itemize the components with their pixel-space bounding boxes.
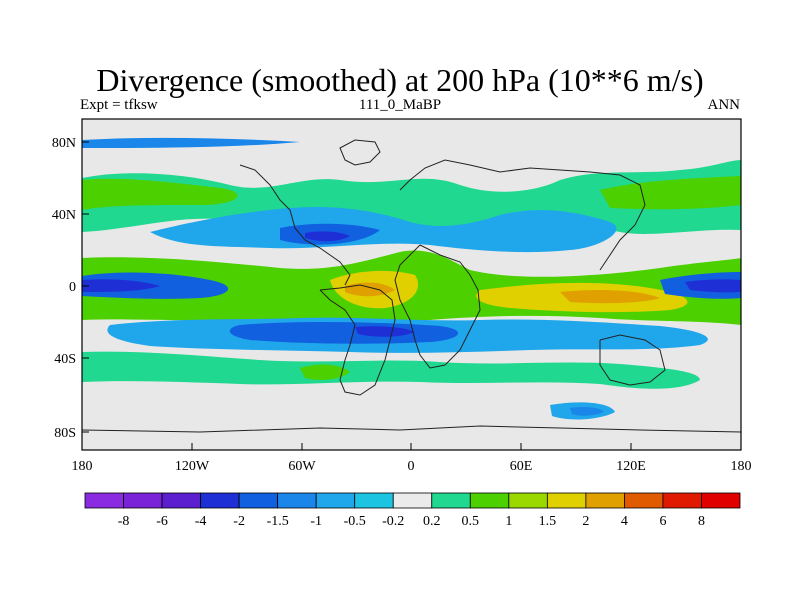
colorbar-swatch (701, 492, 741, 509)
colorbar-swatch (123, 492, 163, 509)
coastline-eurasia (399, 159, 646, 271)
map-title: Divergence (smoothed) at 200 hPa (10**6 … (96, 62, 704, 98)
divergence-core-indian-ocean (560, 290, 660, 304)
colorbar-swatch (508, 492, 548, 509)
lat-tick-label: 40S (54, 352, 76, 367)
colorbar-label: -0.5 (344, 514, 366, 529)
season-label: ANN (707, 97, 741, 113)
coastline-australia (599, 334, 666, 386)
colorbar-swatch (84, 492, 124, 509)
coastline-africa (394, 244, 481, 369)
colorbar-label: 1 (505, 514, 512, 529)
lon-tick-labels: 180 120W 60W 0 60E 120E 180 (72, 459, 752, 474)
experiment-label: Expt = tfksw (80, 97, 158, 113)
colorbar-label: 0.5 (462, 514, 480, 529)
colorbar-swatch (354, 492, 394, 509)
coastline-south-america (319, 284, 396, 396)
coastlines (82, 139, 741, 433)
colorbar-label: 0.2 (423, 514, 441, 529)
lon-tick-label: 60E (510, 459, 533, 474)
colorbar-label: -1.5 (267, 514, 289, 529)
colorbar-label: 8 (698, 514, 705, 529)
contour-fields (82, 137, 741, 420)
axis-ticks (81, 141, 742, 450)
colorbar-swatch (200, 492, 240, 509)
lat-tick-label: 80S (54, 426, 76, 441)
colorbar-swatch (431, 492, 471, 509)
lon-tick-label: 0 (408, 459, 415, 474)
sh-divergence-band (82, 351, 700, 389)
colorbar-swatch (624, 492, 664, 509)
colorbar-swatch (238, 492, 279, 509)
colorbar-swatch (662, 492, 702, 509)
lat-tick-label: 0 (69, 280, 76, 295)
time-label: 111_0_MaBP (358, 97, 442, 113)
polar-convergence-strip (82, 137, 300, 148)
colorbar-swatch (315, 492, 356, 509)
colorbar-swatch (161, 492, 201, 509)
divergence-core-south-america (345, 282, 395, 297)
colorbar-swatch (585, 492, 625, 509)
colorbar-label: -8 (118, 514, 130, 529)
nh-convergence-max (305, 231, 350, 242)
colorbar-label: 2 (582, 514, 589, 529)
sh-convergence-patch-core (570, 407, 604, 416)
colorbar-swatch (546, 492, 587, 509)
colorbar-label: -4 (195, 514, 207, 529)
colorbar: -8 -6 -4 -2 -1.5 -1 -0.5 -0.2 0.2 0.5 1 1.5 2 4 6 8 (84, 492, 741, 529)
coastline-north-america (239, 164, 351, 286)
lon-tick-label: 60W (288, 459, 316, 474)
colorbar-label: -1 (310, 514, 322, 529)
lat-tick-labels: 80N 40N 0 40S 80S (52, 136, 76, 441)
colorbar-swatch (277, 492, 317, 509)
map-plot (81, 118, 742, 451)
coastline-greenland (339, 139, 381, 166)
colorbar-label: 6 (659, 514, 666, 529)
colorbar-swatch (469, 492, 510, 509)
sh-convergence-core (229, 322, 459, 344)
coastline-antarctica (82, 425, 741, 433)
nh-divergence-core (82, 178, 238, 210)
colorbar-swatch (392, 492, 433, 509)
lon-tick-label: 180 (72, 459, 93, 474)
lat-tick-label: 40N (52, 208, 76, 223)
sh-divergence-patch (300, 364, 350, 380)
sh-convergence-max (355, 326, 415, 337)
nh-convergence-belt (150, 206, 617, 253)
lon-tick-label: 120E (616, 459, 646, 474)
colorbar-label: 1.5 (539, 514, 557, 529)
colorbar-label: -2 (233, 514, 245, 529)
lon-tick-label: 120W (175, 459, 210, 474)
lon-tick-label: 180 (731, 459, 752, 474)
colorbar-label: -0.2 (382, 514, 404, 529)
lat-tick-label: 80N (52, 136, 76, 151)
equatorial-convergence-east-pacific-core (82, 279, 160, 292)
equatorial-convergence-west-pacific-core (685, 279, 741, 293)
colorbar-label: 4 (621, 514, 628, 529)
nh-divergence-core-east (600, 176, 741, 210)
colorbar-label: -6 (156, 514, 168, 529)
